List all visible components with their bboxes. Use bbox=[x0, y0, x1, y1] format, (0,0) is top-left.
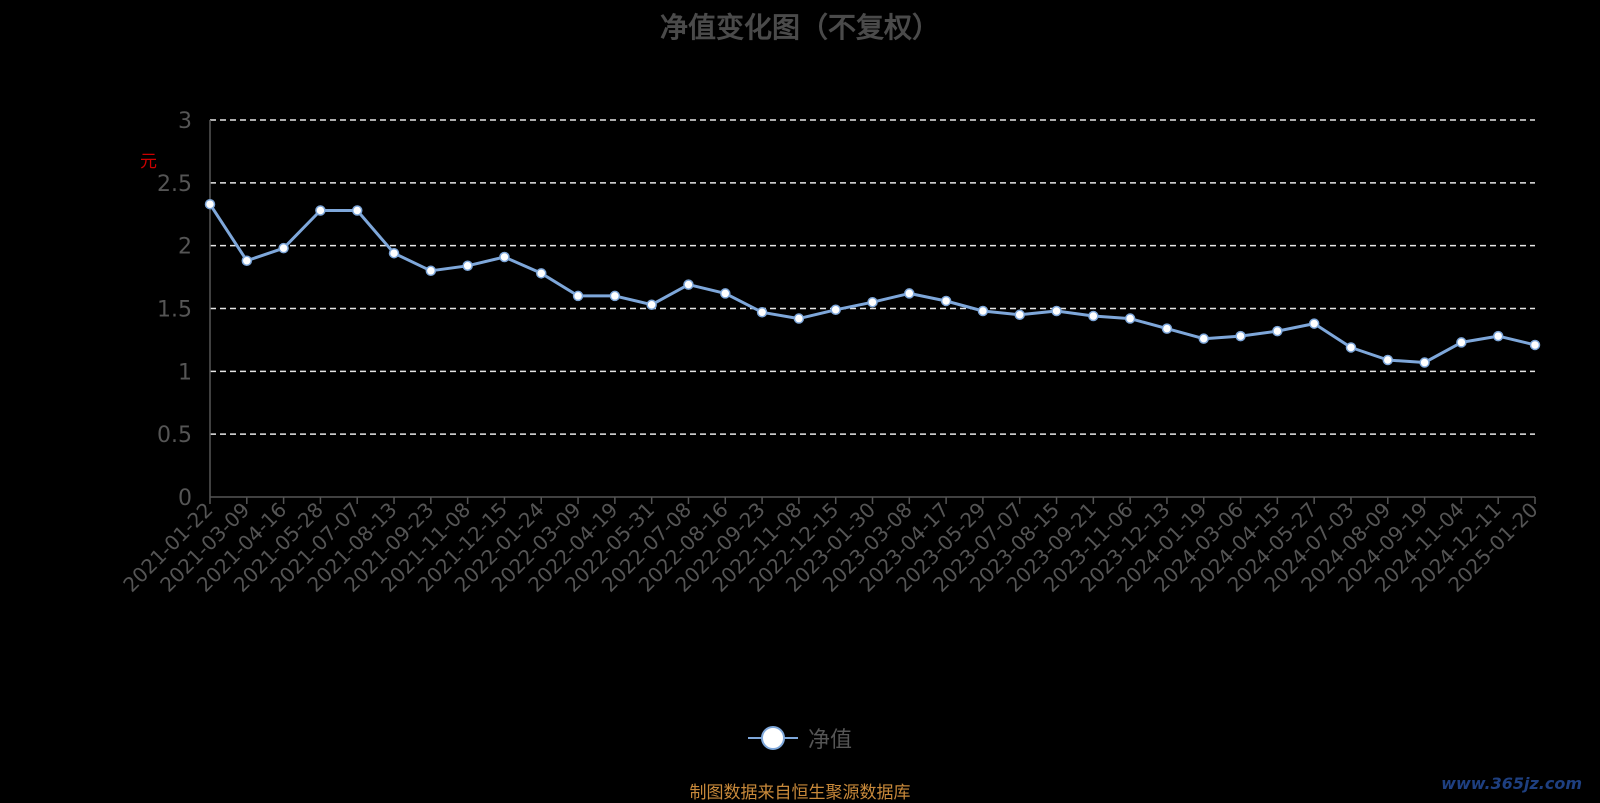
watermark: www.365jz.com bbox=[1441, 774, 1582, 793]
data-point bbox=[204, 198, 216, 210]
data-point bbox=[351, 205, 363, 216]
y-tick-label: 2.5 bbox=[157, 172, 192, 197]
data-point bbox=[1014, 309, 1025, 321]
data-point bbox=[1272, 325, 1283, 337]
legend-label: 净值 bbox=[808, 728, 853, 753]
data-point bbox=[1492, 330, 1504, 342]
data-point bbox=[499, 251, 510, 263]
y-tick-label: 1 bbox=[178, 360, 192, 385]
legend-marker-icon bbox=[748, 723, 798, 753]
data-point bbox=[462, 260, 473, 272]
data-point bbox=[1382, 354, 1394, 366]
data-point bbox=[1198, 333, 1209, 344]
data-point bbox=[241, 255, 253, 266]
data-point bbox=[683, 279, 694, 290]
data-point bbox=[572, 290, 584, 302]
data-point bbox=[1529, 339, 1541, 351]
data-point bbox=[756, 307, 768, 318]
data-point bbox=[830, 304, 841, 316]
y-tick-label: 1.5 bbox=[157, 298, 192, 323]
data-point bbox=[1088, 310, 1099, 322]
data-point bbox=[278, 242, 289, 254]
data-point bbox=[1308, 318, 1320, 329]
data-point bbox=[904, 288, 915, 299]
data-point bbox=[940, 295, 952, 307]
source-note: 制图数据来自恒生聚源数据库 bbox=[689, 783, 911, 803]
data-point bbox=[1161, 323, 1173, 334]
data-point bbox=[1345, 342, 1357, 353]
data-point bbox=[720, 288, 731, 299]
y-tick-label: 3 bbox=[178, 109, 192, 134]
data-point bbox=[867, 296, 878, 308]
data-point bbox=[1235, 330, 1246, 342]
data-point bbox=[536, 268, 547, 279]
data-point bbox=[315, 205, 326, 216]
data-point bbox=[388, 247, 400, 259]
data-point bbox=[1124, 313, 1136, 324]
y-tick-label: 2 bbox=[178, 235, 192, 260]
legend[interactable]: 净值 bbox=[748, 718, 852, 758]
chart-title: 净值变化图（不复权） bbox=[659, 11, 940, 44]
y-tick-label: 0.5 bbox=[157, 423, 192, 448]
y-tick-label: 0 bbox=[178, 486, 192, 511]
data-point bbox=[1051, 305, 1062, 317]
data-point bbox=[609, 290, 621, 302]
data-point bbox=[425, 265, 437, 277]
y-axis-label: 元 bbox=[140, 152, 157, 172]
data-point bbox=[1456, 337, 1467, 348]
series-line bbox=[208, 203, 1536, 364]
data-point bbox=[646, 299, 657, 310]
data-point bbox=[1419, 357, 1430, 368]
data-point bbox=[793, 313, 805, 324]
data-point bbox=[977, 305, 989, 317]
